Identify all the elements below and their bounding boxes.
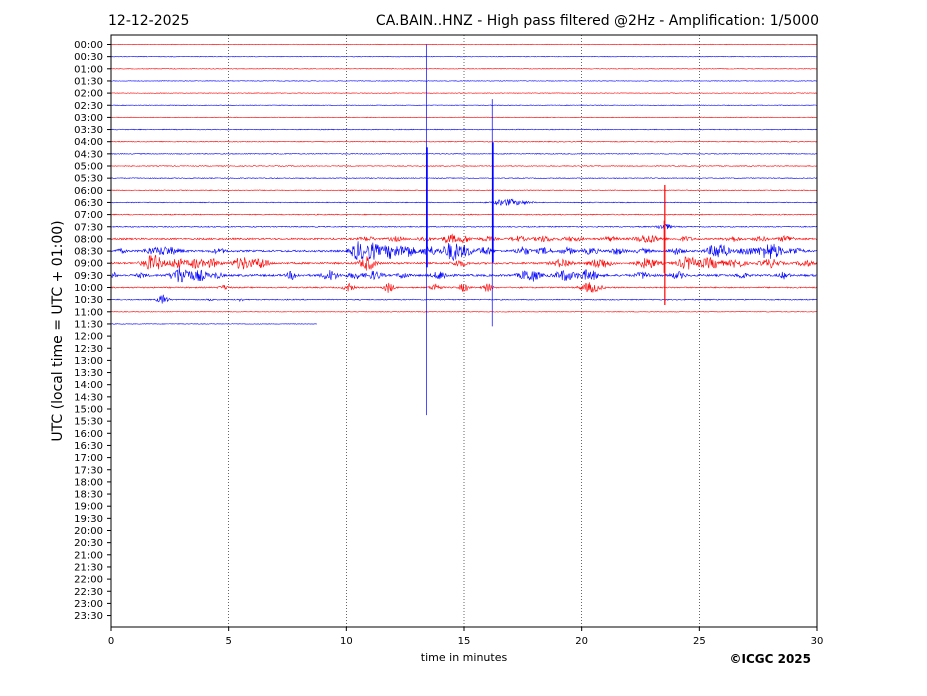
trace-row-18 (110, 254, 818, 271)
date-label: 12-12-2025 (108, 13, 189, 29)
y-tick-label-0300: 03:00 (74, 113, 103, 124)
x-tick-label-30: 30 (811, 636, 824, 647)
trace-row-7 (110, 128, 818, 131)
trace-row-13 (110, 198, 818, 206)
trace-row-12 (110, 189, 818, 192)
y-tick-label-1130: 11:30 (74, 319, 103, 330)
y-tick-label-1700: 17:00 (74, 453, 103, 464)
y-tick-label-0200: 02:00 (74, 89, 103, 100)
trace-row-22 (110, 311, 818, 313)
x-axis-ticks: 0 5 10 15 20 25 30 (108, 627, 824, 647)
y-tick-label-2030: 20:30 (74, 538, 103, 549)
y-tick-label-2000: 20:00 (74, 526, 103, 537)
trace-row-15 (110, 223, 818, 230)
y-tick-label-0500: 05:00 (74, 162, 103, 173)
y-tick-label-0900: 09:00 (74, 259, 103, 270)
y-tick-label-2100: 21:00 (74, 550, 103, 561)
y-tick-label-0330: 03:30 (74, 125, 103, 136)
y-tick-label-1200: 12:00 (74, 332, 103, 343)
trace-row-3 (110, 80, 818, 82)
trace-row-9 (110, 152, 818, 155)
plot-frame (110, 34, 818, 628)
y-tick-label-0100: 01:00 (74, 64, 103, 75)
trace-row-5 (110, 104, 818, 106)
x-axis-label: time in minutes (421, 651, 508, 664)
trace-row-23 (110, 323, 317, 325)
y-tick-label-2230: 22:30 (74, 587, 103, 598)
trace-row-11 (110, 177, 818, 180)
y-tick-label-0130: 01:30 (74, 76, 103, 87)
copyright-label: ©ICGC 2025 (729, 652, 811, 666)
y-tick-label-0230: 02:30 (74, 101, 103, 112)
y-tick-label-0000: 00:00 (74, 40, 103, 51)
y-tick-label-1530: 15:30 (74, 417, 103, 428)
x-tick-label-15: 15 (458, 636, 471, 647)
y-tick-label-0030: 00:30 (74, 52, 103, 63)
y-tick-label-1930: 19:30 (74, 514, 103, 525)
y-tick-label-1730: 17:30 (74, 465, 103, 476)
y-tick-label-1900: 19:00 (74, 502, 103, 513)
x-tick-label-20: 20 (575, 636, 588, 647)
trace-row-2 (110, 68, 818, 70)
trace-row-1 (110, 55, 818, 58)
trace-row-19 (110, 267, 818, 283)
y-tick-label-0630: 06:30 (74, 198, 103, 209)
trace-row-4 (110, 92, 818, 94)
y-tick-label-0800: 08:00 (74, 234, 103, 245)
y-tick-label-0400: 04:00 (74, 137, 103, 148)
y-tick-label-1630: 16:30 (74, 441, 103, 452)
trace-row-20 (110, 282, 818, 293)
y-tick-label-0700: 07:00 (74, 210, 103, 221)
y-tick-label-0530: 05:30 (74, 174, 103, 185)
y-tick-label-1800: 18:00 (74, 477, 103, 488)
y-tick-label-1300: 13:00 (74, 356, 103, 367)
y-tick-label-1600: 16:00 (74, 429, 103, 440)
trace-row-0 (110, 43, 818, 46)
y-tick-label-1030: 10:30 (74, 295, 103, 306)
y-tick-label-2130: 21:30 (74, 562, 103, 573)
grid-lines (228, 35, 700, 627)
trace-row-21 (110, 294, 818, 304)
y-tick-label-1000: 10:00 (74, 283, 103, 294)
y-tick-label-1400: 14:00 (74, 380, 103, 391)
y-tick-label-1430: 14:30 (74, 392, 103, 403)
trace-layer (110, 43, 818, 325)
x-tick-label-25: 25 (693, 636, 706, 647)
trace-row-8 (110, 140, 818, 143)
trace-row-17 (110, 241, 818, 262)
y-tick-label-2300: 23:00 (74, 599, 103, 610)
chart-title: CA.BAIN..HNZ - High pass filtered @2Hz -… (376, 13, 819, 29)
y-tick-label-0730: 07:30 (74, 222, 103, 233)
y-tick-label-0600: 06:00 (74, 186, 103, 197)
x-tick-label-0: 0 (108, 636, 114, 647)
trace-row-10 (110, 165, 818, 167)
event-layer (425, 44, 666, 416)
x-tick-label-5: 5 (225, 636, 231, 647)
y-axis-label: UTC (local time = UTC + 01:00) (50, 220, 66, 441)
y-tick-label-2200: 22:00 (74, 575, 103, 586)
y-tick-label-1500: 15:00 (74, 405, 103, 416)
y-tick-label-1230: 12:30 (74, 344, 103, 355)
y-tick-label-0930: 09:30 (74, 271, 103, 282)
y-tick-label-1100: 11:00 (74, 307, 103, 318)
trace-row-6 (110, 116, 818, 119)
trace-row-14 (110, 213, 818, 216)
y-tick-label-0830: 08:30 (74, 247, 103, 258)
trace-row-16 (110, 233, 818, 244)
y-tick-label-2330: 23:30 (74, 611, 103, 622)
y-tick-label-1830: 18:30 (74, 490, 103, 501)
x-tick-label-10: 10 (340, 636, 353, 647)
y-tick-label-1330: 13:30 (74, 368, 103, 379)
y-tick-label-0430: 04:30 (74, 149, 103, 160)
